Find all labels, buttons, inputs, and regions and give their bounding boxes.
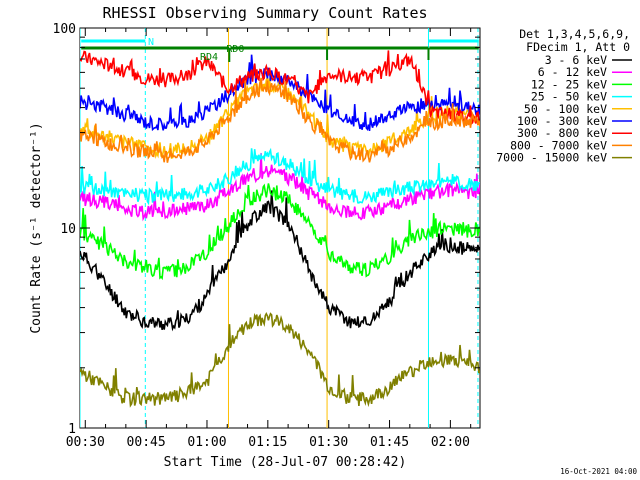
chart-title: RHESSI Observing Summary Count Rates xyxy=(102,4,427,22)
y-tick-label-1: 10 xyxy=(60,222,76,237)
legend-label-2: 12 - 25 keV xyxy=(531,77,607,91)
series-300-800-kev-line xyxy=(80,50,480,126)
legend-label-1: 6 - 12 keV xyxy=(538,65,607,79)
y-tick-label-2: 100 xyxy=(53,22,76,37)
legend-header-line-2: FDecim 1, Att 0 xyxy=(526,40,630,54)
annotation-rd0: RD0 xyxy=(226,44,244,55)
series-100-300-kev xyxy=(80,54,480,132)
x-tick-label-0: 00:30 xyxy=(66,435,105,450)
series-25-50-kev xyxy=(80,147,480,206)
series-12-25-kev-line xyxy=(80,183,480,281)
legend-label-8: 7000 - 15000 keV xyxy=(496,151,607,165)
x-tick-label-4: 01:30 xyxy=(309,435,348,450)
footer-stamp: 16-Oct-2021 04:00 xyxy=(560,467,637,476)
series-3-6-kev xyxy=(80,190,480,332)
annotation-n: N xyxy=(148,37,154,48)
legend-label-6: 300 - 800 keV xyxy=(517,126,607,140)
series-7000-15000-kev-line xyxy=(80,311,480,408)
legend-label-5: 100 - 300 keV xyxy=(517,114,607,128)
series-6-12-kev-line xyxy=(80,153,480,222)
legend-label-0: 3 - 6 keV xyxy=(545,53,607,67)
legend-label-3: 25 - 50 keV xyxy=(531,90,607,104)
annotation-rd4: RD4 xyxy=(200,52,218,63)
legend-label-4: 50 - 100 keV xyxy=(524,102,607,116)
series-12-25-kev xyxy=(80,183,480,281)
x-tick-label-2: 01:00 xyxy=(187,435,226,450)
series-7000-15000-kev xyxy=(80,311,480,408)
x-axis-label: Start Time (28-Jul-07 00:28:42) xyxy=(164,455,407,470)
legend-label-7: 800 - 7000 keV xyxy=(510,138,607,152)
x-tick-label-5: 01:45 xyxy=(370,435,409,450)
x-tick-label-3: 01:15 xyxy=(248,435,287,450)
series-6-12-kev xyxy=(80,153,480,222)
flag-layer: N RD4 RD0 xyxy=(81,37,479,63)
legend-header-line-1: Det 1,3,4,5,6,9, xyxy=(519,27,630,41)
y-axis-label: Count Rate (s⁻¹ detector⁻¹) xyxy=(29,122,44,333)
x-tick-label-1: 00:45 xyxy=(127,435,166,450)
series-800-7000-kev-line xyxy=(80,77,480,163)
series-25-50-kev-line xyxy=(80,147,480,206)
series-800-7000-kev xyxy=(80,77,480,163)
tick-layer: 00:30 00:45 01:00 01:15 01:30 01:45 02:00 1 10 10… xyxy=(53,22,480,450)
y-tick-label-0: 1 xyxy=(68,422,76,437)
x-tick-label-6: 02:00 xyxy=(431,435,470,450)
series-100-300-kev-line xyxy=(80,54,480,132)
data-layer xyxy=(80,28,480,428)
series-3-6-kev-line xyxy=(80,190,480,332)
series-300-800-kev xyxy=(80,50,480,126)
